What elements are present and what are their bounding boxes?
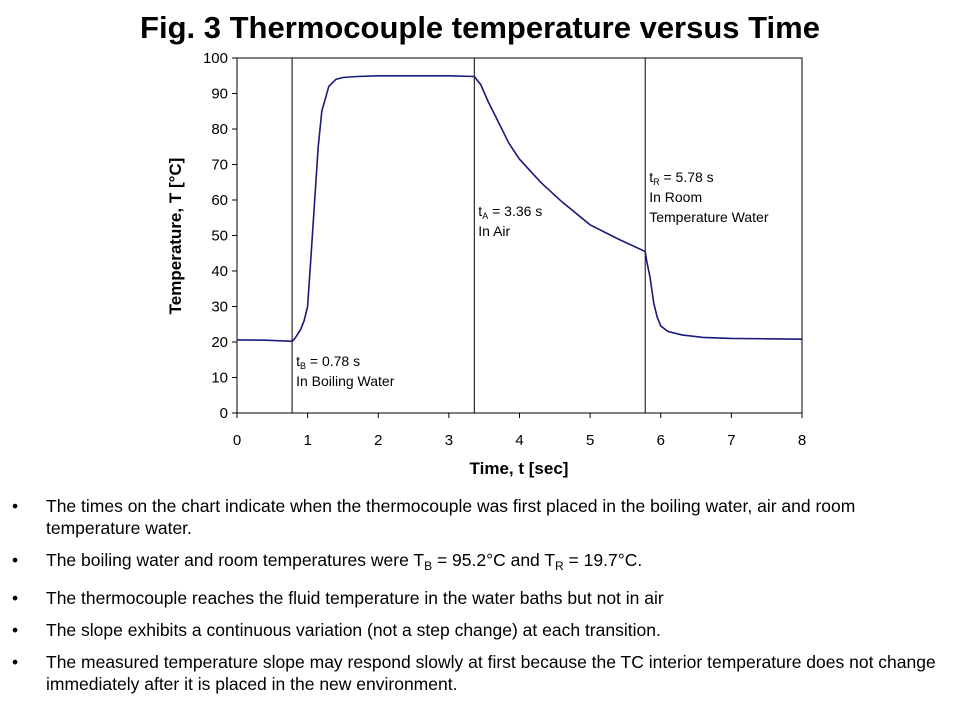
bullet-icon: • — [12, 652, 19, 672]
x-tick-label: 1 — [303, 432, 311, 449]
chart-title: Fig. 3 Thermocouple temperature versus T… — [140, 10, 820, 45]
x-tick-label: 0 — [233, 432, 241, 449]
subscript: R — [555, 559, 564, 573]
x-tick-label: 2 — [374, 432, 382, 449]
y-tick-label: 70 — [211, 157, 228, 174]
event-marker-env-label: In Room — [649, 189, 702, 205]
note-item: • The measured temperature slope may res… — [12, 651, 947, 695]
y-axis-label: Temperature, T [°C] — [166, 158, 185, 315]
subscript: B — [424, 559, 433, 573]
y-tick-label: 20 — [211, 334, 228, 351]
bullet-icon: • — [12, 496, 19, 516]
note-text: The slope exhibits a continuous variatio… — [46, 620, 661, 640]
y-tick-label: 40 — [211, 263, 228, 280]
event-marker-time-label: tB = 0.78 s — [296, 353, 360, 371]
y-tick-label: 100 — [203, 50, 228, 67]
y-tick-label: 60 — [211, 192, 228, 209]
bullet-icon: • — [12, 620, 19, 640]
bullet-icon: • — [12, 588, 19, 608]
y-tick-label: 10 — [211, 370, 228, 387]
y-tick-label: 80 — [211, 121, 228, 138]
note-text: The thermocouple reaches the fluid tempe… — [46, 588, 664, 608]
y-tick-label: 30 — [211, 299, 228, 316]
note-item: • The boiling water and room temperature… — [12, 549, 947, 577]
event-marker-time-label: tR = 5.78 s — [649, 169, 713, 187]
note-text: The boiling water and room temperatures … — [46, 550, 643, 573]
y-tick-label: 0 — [220, 405, 228, 422]
x-tick-label: 3 — [445, 432, 453, 449]
note-item: • The thermocouple reaches the fluid tem… — [12, 587, 947, 609]
note-item: • The slope exhibits a continuous variat… — [12, 619, 947, 641]
y-tick-label: 90 — [211, 86, 228, 103]
event-marker-env-label: In Boiling Water — [296, 373, 395, 389]
x-axis-label: Time, t [sec] — [470, 459, 569, 478]
x-tick-label: 4 — [515, 432, 523, 449]
x-tick-label: 5 — [586, 432, 594, 449]
temperature-series-line — [236, 75, 803, 343]
event-marker-time-label: tA = 3.36 s — [478, 203, 542, 221]
note-text: The measured temperature slope may respo… — [46, 652, 936, 694]
event-marker-env-label: Temperature Water — [649, 209, 769, 225]
x-tick-label: 7 — [727, 432, 735, 449]
event-marker-env-label: In Air — [478, 223, 510, 239]
note-item: • The times on the chart indicate when t… — [12, 495, 947, 539]
temperature-chart: 0 10 20 30 40 50 60 70 80 90 100 0 1 2 3 4 5 6 7 8 tB = 0.7… — [166, 50, 806, 478]
x-tick-label: 6 — [657, 432, 665, 449]
notes-list: • The times on the chart indicate when t… — [12, 495, 947, 705]
y-tick-label: 50 — [211, 228, 228, 245]
x-tick-label: 8 — [798, 432, 806, 449]
bullet-icon: • — [12, 550, 19, 570]
note-text: The times on the chart indicate when the… — [46, 496, 856, 538]
